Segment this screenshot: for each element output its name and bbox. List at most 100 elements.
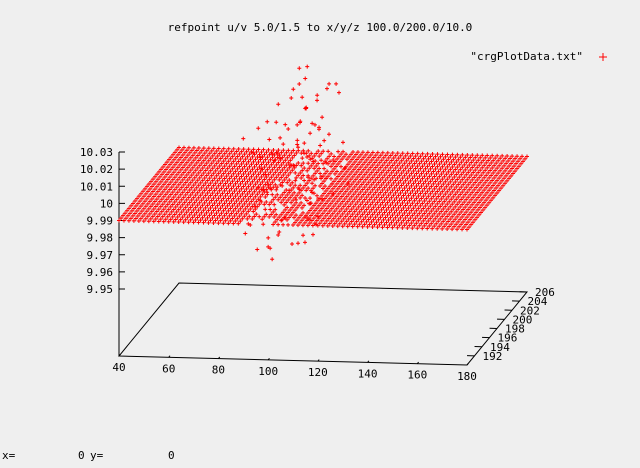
- data-point: [285, 156, 289, 160]
- data-point: [263, 207, 267, 211]
- data-point: [470, 166, 474, 170]
- data-point: [480, 166, 484, 170]
- data-point: [361, 163, 365, 167]
- data-point: [171, 215, 175, 219]
- data-point: [202, 171, 206, 175]
- data-point: [333, 222, 337, 226]
- data-point: [220, 162, 224, 166]
- data-point: [173, 188, 177, 192]
- data-point: [465, 203, 469, 207]
- data-point: [355, 207, 359, 211]
- data-point: [132, 219, 136, 223]
- data-point: [207, 184, 211, 188]
- data-point: [328, 184, 332, 188]
- data-point: [225, 174, 229, 178]
- data-point: [147, 182, 151, 186]
- data-point: [141, 189, 145, 193]
- data-point: [437, 175, 441, 179]
- data-point: [219, 211, 223, 215]
- data-point: [301, 211, 305, 215]
- data-point: [279, 213, 283, 217]
- data-point: [510, 154, 514, 158]
- data-point: [152, 207, 156, 211]
- data-point: [362, 180, 366, 184]
- data-point: [213, 176, 217, 180]
- data-point: [472, 188, 476, 192]
- data-point: [382, 218, 386, 222]
- data-point: [478, 156, 482, 160]
- data-point: [226, 154, 230, 158]
- data-point: [136, 214, 140, 218]
- data-point: [136, 202, 140, 206]
- data-point: [416, 177, 420, 181]
- data-point: [162, 220, 166, 224]
- data-point: [173, 175, 177, 179]
- data-point: [221, 179, 225, 183]
- data-point: [332, 154, 336, 158]
- data-point: [439, 172, 443, 176]
- data-point: [399, 208, 403, 212]
- data-point: [479, 186, 483, 190]
- data-point: [221, 209, 225, 213]
- data-point: [323, 172, 327, 176]
- data-point: [405, 171, 409, 175]
- data-point: [221, 191, 225, 195]
- data-point: [177, 146, 181, 150]
- data-point: [152, 182, 156, 186]
- data-point: [293, 221, 297, 225]
- data-point: [352, 155, 356, 159]
- data-point: [397, 211, 401, 215]
- data-point: [221, 221, 225, 225]
- data-point: [483, 156, 487, 160]
- data-point: [467, 175, 471, 179]
- data-point: [121, 214, 125, 218]
- data-point: [198, 163, 202, 167]
- data-point: [349, 165, 353, 169]
- data-point: [435, 227, 439, 231]
- data-point: [408, 216, 412, 220]
- data-point: [188, 163, 192, 167]
- data-point: [198, 151, 202, 155]
- data-point: [166, 178, 170, 182]
- data-point: [308, 221, 312, 225]
- data-point: [470, 203, 474, 207]
- data-point: [230, 162, 234, 166]
- data-point: [154, 180, 158, 184]
- data-point: [144, 204, 148, 208]
- data-point: [295, 218, 299, 222]
- data-point: [255, 180, 259, 184]
- data-point: [249, 175, 253, 179]
- data-point: [326, 174, 330, 178]
- data-point: [446, 157, 450, 161]
- data-point: [244, 175, 248, 179]
- data-point: [432, 174, 436, 178]
- data-point: [412, 181, 416, 185]
- data-point: [357, 180, 361, 184]
- data-point: [440, 202, 444, 206]
- data-point: [417, 187, 421, 191]
- data-point: [425, 159, 429, 163]
- data-point: [442, 224, 446, 228]
- data-point: [189, 181, 193, 185]
- data-point: [208, 213, 212, 217]
- data-point: [326, 199, 330, 203]
- data-point: [396, 151, 400, 155]
- data-point: [181, 203, 185, 207]
- data-point: [195, 161, 199, 165]
- data-point: [393, 198, 397, 202]
- data-point: [477, 200, 481, 204]
- data-point: [174, 168, 178, 172]
- data-point: [230, 216, 234, 220]
- data-point: [189, 205, 193, 209]
- data-point: [468, 168, 472, 172]
- data-point: [224, 169, 228, 173]
- data-point: [449, 197, 453, 201]
- data-point: [267, 153, 271, 157]
- data-point: [379, 190, 383, 194]
- data-point: [353, 197, 357, 201]
- data-point: [369, 190, 373, 194]
- data-point: [293, 183, 297, 187]
- data-point: [236, 222, 240, 226]
